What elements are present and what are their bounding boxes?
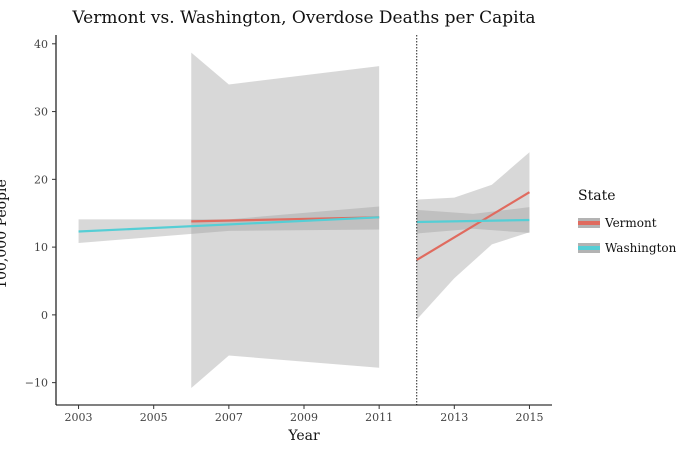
x-tick-label-2009: 2009 bbox=[290, 411, 318, 424]
legend-title: State bbox=[578, 188, 616, 204]
x-tick-label-2013: 2013 bbox=[440, 411, 468, 424]
y-tick-label-0: 0 bbox=[41, 309, 48, 322]
series-line-washington-0 bbox=[78, 216, 380, 233]
confidence-band-vermont-1 bbox=[416, 152, 530, 320]
y-tick-label-10: 10 bbox=[34, 241, 48, 254]
chart-title: Vermont vs. Washington, Overdose Deaths … bbox=[72, 8, 536, 28]
y-axis-title: Deaths Per 100,000 People bbox=[0, 179, 10, 289]
legend-line-vermont bbox=[578, 220, 600, 225]
y-tick-label-40: 40 bbox=[34, 38, 48, 51]
axes: 2003 2005 2007 2009 2011 2013 2015 −10 0 10 20 30 40 bbox=[25, 35, 552, 424]
x-axis-title: Year bbox=[288, 428, 320, 444]
y-tick-label--10: −10 bbox=[25, 377, 48, 390]
legend-item-washington: Washington bbox=[578, 235, 676, 260]
series-lines bbox=[78, 191, 531, 261]
x-tick-label-2003: 2003 bbox=[65, 411, 93, 424]
legend-label-vermont: Vermont bbox=[605, 215, 657, 230]
x-tick-label-2007: 2007 bbox=[215, 411, 243, 424]
x-tick-label-2005: 2005 bbox=[140, 411, 168, 424]
series-line-vermont-1 bbox=[416, 191, 531, 261]
legend-item-vermont: Vermont bbox=[578, 210, 676, 235]
legend-line-washington bbox=[578, 245, 600, 250]
legend-label-washington: Washington bbox=[605, 240, 677, 255]
legend-key-vermont bbox=[578, 217, 600, 228]
x-tick-label-2015: 2015 bbox=[515, 411, 543, 424]
y-tick-label-30: 30 bbox=[34, 106, 48, 119]
legend: State Vermont Washington bbox=[578, 188, 676, 260]
series-line-washington-1 bbox=[416, 218, 530, 224]
x-tick-label-2011: 2011 bbox=[365, 411, 393, 424]
legend-key-washington bbox=[578, 242, 600, 253]
y-tick-label-20: 20 bbox=[34, 173, 48, 186]
